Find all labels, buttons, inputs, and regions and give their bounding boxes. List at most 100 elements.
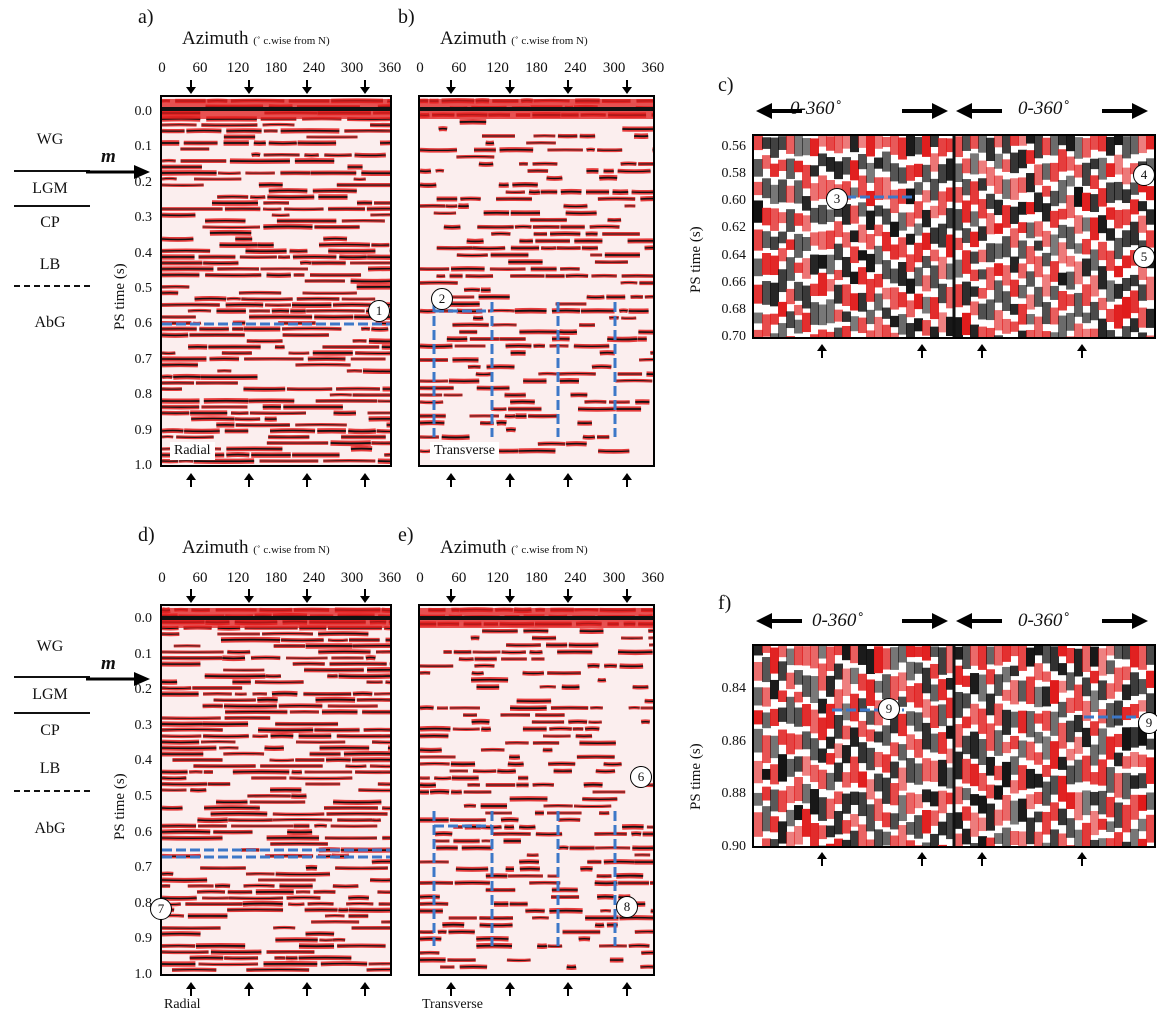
arrow-up-icon [244, 473, 254, 487]
arrow-down-icon [563, 80, 573, 94]
marker-4: 4 [1133, 164, 1155, 186]
azimuth-tick-label: 300 [602, 570, 626, 586]
arrow-left-icon [956, 613, 972, 629]
azimuth-tick-label: 360 [378, 570, 402, 586]
marker-6: 6 [630, 766, 652, 788]
azimuth-tick-label: 300 [340, 570, 364, 586]
arrow-up-icon [360, 982, 370, 996]
arrow-up-icon [244, 982, 254, 996]
arrow-up-icon [977, 852, 987, 866]
panel-label-c: c) [718, 74, 734, 96]
arrow-right-icon [932, 103, 948, 119]
azimuth-tick-label: 60 [451, 570, 467, 586]
strat-divider [14, 205, 90, 207]
arrow-down-icon [186, 589, 196, 603]
azimuth-tick-label: 180 [264, 60, 288, 76]
strat-abg-bottom: AbG [34, 820, 66, 837]
ps-time-tick-label: 0.60 [721, 193, 747, 209]
arrow-down-icon [622, 80, 632, 94]
strat-lb-top: LB [39, 256, 61, 273]
strat-lgm-top: LGM [32, 180, 68, 197]
azimuth-tick-label: 0 [158, 60, 166, 76]
panel-name-radial-d: Radial [160, 996, 205, 1014]
ps-time-tick-label: 0.8 [134, 387, 153, 403]
azimuth-tick-label: 240 [564, 570, 587, 586]
ps-time-tick-label: 0.90 [721, 839, 747, 854]
ps-time-tick-label: 1.0 [134, 967, 153, 982]
ps-time-tick-label: 0.1 [134, 646, 153, 662]
arrow-up-icon [563, 982, 573, 996]
strat-wg-bottom: WG [36, 638, 64, 655]
strat-dashed-divider [14, 285, 90, 287]
ps-time-tick-label: 0.68 [721, 301, 747, 317]
marker-9-right: 9 [1138, 712, 1157, 734]
azimuth-title-d: Azimuth (˚ c.wise from N) [182, 537, 330, 558]
ps-time-tick-label: 0.2 [134, 174, 153, 190]
arrow-up-icon [817, 344, 827, 358]
ps-time-tick-label: 0.7 [134, 860, 153, 876]
panel-label-e: e) [398, 524, 414, 546]
azimuth-title-e: Azimuth (˚ c.wise from N) [440, 537, 588, 558]
arrow-up-icon [817, 852, 827, 866]
arrow-up-icon [360, 473, 370, 487]
arrow-right-icon [1132, 613, 1148, 629]
panel-label-a: a) [138, 6, 154, 28]
panel-name-transverse-e: Transverse [418, 996, 487, 1014]
range-label-f-left: 0-360˚ [812, 610, 863, 631]
arrow-up-icon [446, 473, 456, 487]
strat-dashed-divider [14, 790, 90, 792]
arrow-left-icon [756, 613, 772, 629]
azimuth-tick-label: 180 [525, 60, 548, 76]
marker-8: 8 [616, 896, 638, 918]
seismic-panel-f [752, 644, 1156, 848]
ps-time-tick-label: 0.56 [721, 139, 747, 154]
azimuth-tick-label: 300 [340, 60, 364, 76]
arrow-down-icon [244, 589, 254, 603]
arrow-right-icon [86, 672, 150, 686]
arrow-up-icon [1077, 344, 1087, 358]
ps-time-tick-label: 0.70 [721, 329, 747, 344]
arrow-down-icon [622, 589, 632, 603]
azimuth-tick-label: 60 [192, 570, 208, 586]
ps-time-tick-label: 0.3 [134, 717, 153, 733]
panel-label-f: f) [718, 592, 732, 614]
strat-cp-top: CP [40, 214, 60, 231]
arrow-up-icon [186, 473, 196, 487]
seismic-panel-d [160, 604, 392, 976]
azimuth-tick-label: 0 [158, 570, 166, 586]
azimuth-tick-label: 240 [302, 570, 326, 586]
arrow-down-icon [360, 80, 370, 94]
arrow-down-icon [186, 80, 196, 94]
ps-time-tick-label: 0.1 [134, 139, 153, 155]
arrow-up-icon [446, 982, 456, 996]
strat-lb-bottom: LB [39, 760, 61, 777]
azimuth-tick-label: 180 [264, 570, 288, 586]
ps-time-tick-label: 0.9 [134, 931, 153, 947]
arrow-up-icon [622, 473, 632, 487]
ps-time-tick-label: 0.8 [134, 895, 153, 911]
strat-abg-top: AbG [34, 314, 66, 331]
azimuth-tick-label: 180 [525, 570, 548, 586]
azimuth-tick-label: 120 [226, 570, 250, 586]
arrow-down-icon [302, 589, 312, 603]
ps-time-tick-label: 0.7 [134, 351, 153, 367]
ps-time-tick-label: 1.0 [134, 458, 153, 473]
ps-time-tick-label: 0.62 [721, 220, 747, 236]
marker-7: 7 [150, 898, 172, 920]
ps-time-tick-label: 0.6 [134, 316, 153, 332]
panel-label-d: d) [138, 524, 155, 546]
strat-wg-top: WG [36, 131, 64, 148]
seismic-panel-b [418, 95, 655, 467]
ps-time-tick-label: 0.58 [721, 166, 747, 182]
arrow-left-icon [756, 103, 772, 119]
ps-time-axis-label-d: PS time (s) [112, 773, 128, 840]
arrow-left-icon [956, 103, 972, 119]
ps-time-tick-label: 0.88 [721, 786, 747, 802]
ps-time-tick-label: 0.0 [134, 104, 153, 119]
marker-2: 2 [431, 288, 453, 310]
range-label-c-left: 0-360˚ [790, 98, 841, 119]
azimuth-tick-label: 120 [486, 60, 509, 76]
ps-time-tick-label: 0.5 [134, 789, 153, 804]
arrow-up-icon [563, 473, 573, 487]
arrow-down-icon [446, 589, 456, 603]
